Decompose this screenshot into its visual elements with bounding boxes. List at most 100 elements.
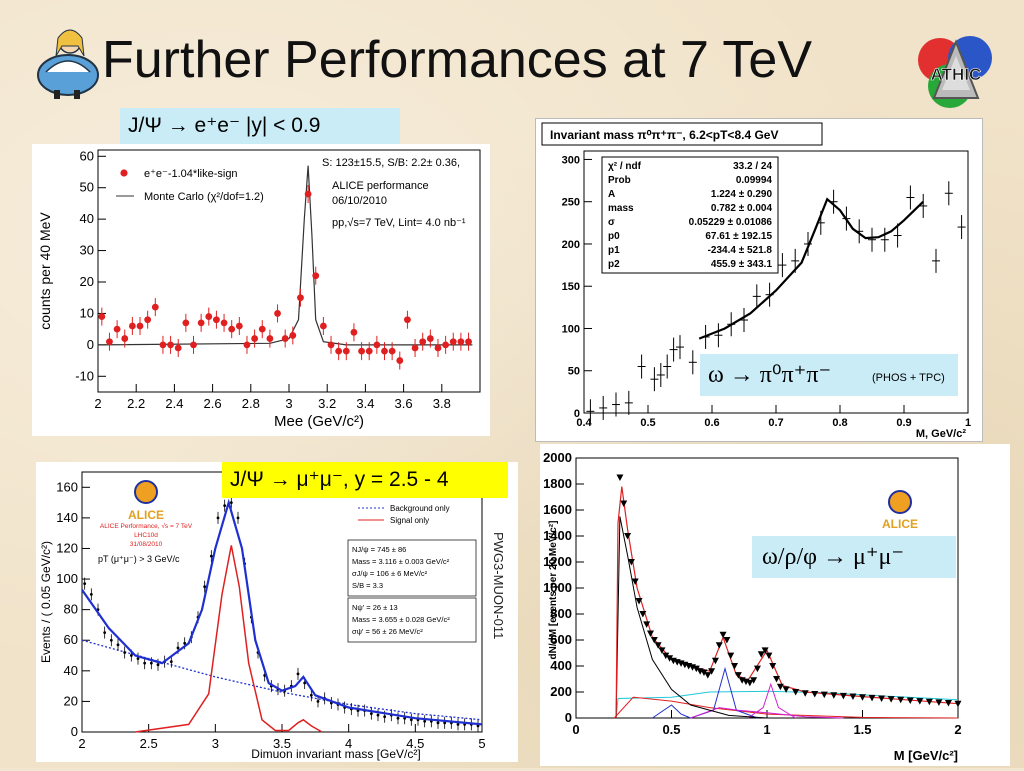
fit-param-value: -234.4 ± 521.8	[708, 245, 773, 256]
data-point	[342, 347, 350, 355]
data-point	[83, 582, 87, 586]
data-point	[149, 661, 153, 665]
y-axis-label: Events / ( 0.05 GeV/c²)	[39, 541, 53, 663]
data-point	[220, 319, 228, 327]
fit-param-name: p2	[608, 259, 620, 270]
data-point	[719, 631, 727, 639]
y-tick-label: 600	[550, 632, 572, 647]
y-axis-label: counts per 40 MeV	[37, 212, 53, 330]
component-curve	[690, 707, 844, 719]
data-point	[666, 655, 674, 662]
x-tick-label: 4.5	[406, 736, 424, 751]
data-point	[423, 719, 427, 723]
y-tick-label: 250	[562, 197, 580, 209]
fit-param-name: σ	[608, 217, 615, 228]
alice-logo-text: ALICE	[882, 517, 918, 531]
fit-param-value: 0.05229 ± 0.01086	[689, 217, 773, 228]
alice-logo-icon	[134, 480, 158, 504]
data-point	[704, 672, 712, 679]
component-curve	[613, 696, 959, 719]
y-tick-label: 60	[64, 632, 78, 647]
y-tick-label: 30	[80, 243, 94, 258]
x-tick-label: 0.5	[640, 417, 655, 429]
fit-result: Mass = 3.655 ± 0.028 GeV/c²	[352, 615, 450, 624]
data-point	[436, 721, 440, 725]
data-point	[289, 332, 297, 339]
y-tick-label: 20	[80, 274, 94, 289]
annotation: pp,√s=7 TeV, Lint= 4.0 nb⁻¹	[332, 217, 466, 229]
data-point	[731, 663, 739, 670]
data-point	[121, 335, 129, 342]
x-axis-label: M [GeV/c²]	[894, 748, 958, 763]
x-tick-label: 0.7	[768, 417, 783, 429]
data-point	[266, 335, 274, 342]
slide-title: Further Performances at 7 TeV	[102, 31, 813, 89]
fit-param-name: χ² / ndf	[608, 161, 642, 172]
data-point	[143, 661, 147, 665]
data-point	[296, 672, 300, 676]
y-tick-label: 100	[562, 323, 580, 335]
data-point	[662, 652, 670, 660]
data-point	[658, 647, 666, 654]
data-point	[106, 338, 113, 346]
data-point	[151, 303, 159, 311]
y-axis-label: dN/dM [events per 20 MeV/c²]	[548, 521, 559, 660]
data-point	[830, 692, 838, 699]
data-point	[442, 341, 450, 349]
y-tick-label: 0	[87, 337, 94, 352]
y-tick-label: 300	[562, 154, 580, 166]
legend-entry: Signal only	[390, 516, 429, 525]
data-point	[769, 663, 777, 670]
data-point	[631, 578, 639, 585]
y-tick-label: 50	[568, 366, 580, 378]
data-point	[388, 347, 396, 355]
legend-entry: e⁺e⁻-1.04*like-sign	[144, 168, 238, 180]
data-point	[89, 592, 93, 596]
data-point	[773, 676, 781, 683]
data-point	[136, 657, 140, 660]
lowmass-caption: ω/ρ/φ → μ⁺μ⁻	[752, 536, 956, 578]
fit-param-name: p0	[608, 231, 620, 242]
data-point	[443, 721, 447, 725]
x-tick-label: 3.8	[433, 396, 451, 411]
data-point	[627, 559, 635, 566]
data-point	[750, 677, 758, 684]
jpsi-ee-panel: 2 2.2 2.4 2.6 2.8 3 3.2 3.4 3.6 3.8 -10 0 10 20 30 40 50…	[32, 144, 490, 436]
data-point	[373, 341, 381, 349]
fit-param-name: Prob	[608, 175, 631, 186]
y-tick-label: 800	[550, 606, 572, 621]
data-point	[167, 341, 174, 349]
background-curve	[81, 639, 483, 721]
data-point	[906, 697, 914, 704]
data-point	[123, 651, 127, 654]
data-point	[113, 325, 121, 333]
data-point	[954, 700, 962, 708]
data-point	[776, 683, 784, 691]
annotation: 06/10/2010	[332, 195, 387, 207]
data-point	[456, 722, 460, 726]
y-tick-label: 100	[56, 571, 78, 586]
signal-curve	[135, 545, 323, 733]
y-tick-label: 2000	[543, 450, 572, 465]
data-point	[376, 713, 380, 717]
y-tick-label: 160	[56, 479, 78, 494]
data-point	[190, 341, 197, 349]
x-tick-label: 3	[285, 396, 292, 411]
x-tick-label: 0.5	[662, 722, 680, 737]
fit-result: Nψ' = 26 ± 13	[352, 603, 398, 612]
athic-logo: ATHIC	[918, 36, 992, 108]
performance-text: LHC10d	[134, 532, 158, 539]
data-point	[419, 338, 427, 346]
data-point	[236, 516, 240, 520]
data-point	[327, 341, 335, 349]
y-tick-label: 150	[562, 281, 580, 293]
x-axis-label: Dimuon invariant mass [GeV/c²]	[251, 747, 420, 761]
x-tick-label: 1	[763, 722, 770, 737]
data-point	[734, 672, 742, 679]
jpsi-mumu-panel: 2 2.5 3 3.5 4 4.5 5 0 20 40 60 80 100 120 140 160 Dimuon…	[36, 462, 518, 762]
data-point	[228, 325, 236, 333]
data-point	[216, 516, 220, 520]
x-tick-label: 0.9	[896, 417, 911, 429]
data-point	[169, 660, 173, 664]
data-point	[235, 322, 243, 330]
